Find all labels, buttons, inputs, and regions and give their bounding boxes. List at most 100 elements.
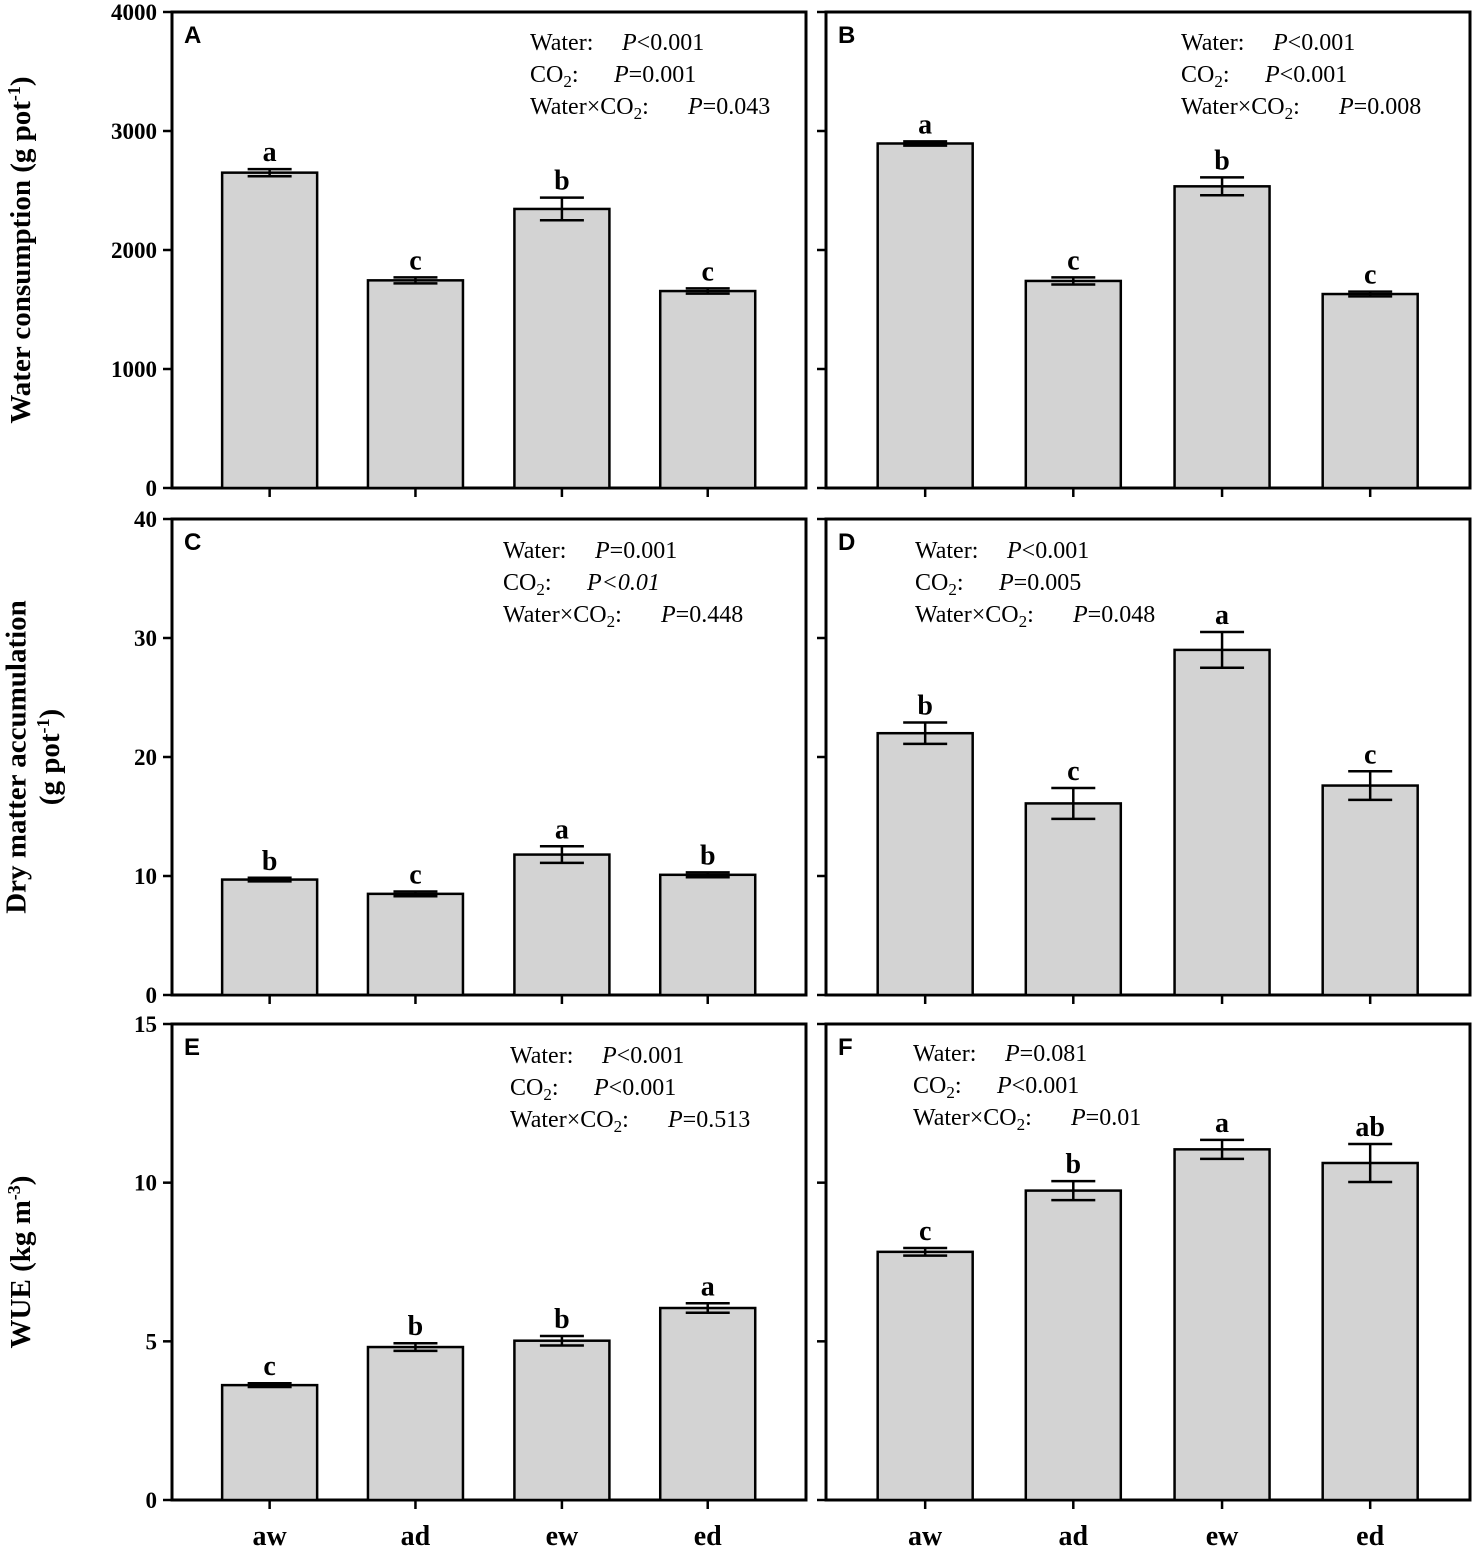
y-tick-label: 15 [134, 1012, 157, 1037]
significance-letter: c [1364, 739, 1376, 770]
bar-ad [366, 892, 465, 997]
stat-name-colon: : [622, 1107, 629, 1133]
stat-p: P [601, 1043, 617, 1069]
stat-name-subscript: 2 [1017, 1115, 1026, 1134]
error-bar [903, 721, 948, 746]
stat-line: CO2: P<0.001 [510, 1075, 676, 1104]
significance-letter: a [918, 109, 932, 140]
error-bar [539, 196, 584, 222]
bar-aw [220, 171, 319, 490]
stat-name-colon: : [572, 62, 579, 88]
y-axis-title-close: ) [34, 709, 66, 719]
stat-name-colon: : [1223, 62, 1230, 88]
panel-label: A [184, 22, 201, 49]
stat-name-subscript: 2 [563, 72, 572, 91]
stat-name: Water×CO [1181, 94, 1285, 120]
stat-value: =0.081 [1020, 1041, 1088, 1067]
stat-name: Water×CO [503, 602, 607, 628]
y-axis-title-line2: (g pot [34, 733, 66, 805]
y-axis-title-superscript: -1 [4, 86, 24, 101]
stat-line: Water×CO2: P=0.008 [1181, 94, 1421, 123]
stat-p: P [613, 62, 629, 88]
stat-name-subscript: 2 [1285, 104, 1294, 123]
y-tick-label: 1000 [111, 357, 157, 382]
y-axis-title-close: ) [5, 1176, 37, 1186]
bar-aw [876, 142, 974, 490]
stat-line: Water×CO2: P=0.01 [913, 1105, 1141, 1134]
stat-line: Water: P=0.081 [913, 1041, 1087, 1067]
stat-value: <0.001 [617, 1043, 685, 1069]
stat-name: CO [1181, 62, 1214, 88]
stat-name-colon: : [545, 570, 552, 596]
stat-name-subscript: 2 [607, 612, 616, 631]
significance-letter: b [917, 690, 933, 721]
error-bar [1200, 176, 1245, 197]
stat-name-subscript: 2 [1214, 72, 1223, 91]
stat-name-colon: : [615, 602, 622, 628]
stat-line: CO2: P<0.001 [913, 1073, 1079, 1102]
y-tick-label: 40 [134, 507, 157, 532]
stat-value: =0.001 [629, 62, 697, 88]
significance-letter: b [1214, 145, 1230, 176]
bar-aw [876, 1250, 974, 1502]
stat-value: =0.005 [1014, 570, 1082, 596]
stat-p: P [687, 94, 703, 120]
error-bar [903, 1246, 948, 1257]
panel-label: F [838, 1034, 853, 1061]
stat-name-subscript: 2 [634, 104, 643, 123]
stat-value: <0.001 [637, 30, 705, 56]
panel-label: B [838, 22, 855, 49]
bar-ed [1321, 292, 1419, 490]
stat-value: <0.001 [1288, 30, 1356, 56]
stat-p: P [594, 538, 610, 564]
bar-ad [366, 1345, 465, 1502]
stat-value: =0.448 [676, 602, 744, 628]
stat-line: Water: P=0.001 [503, 538, 677, 564]
stat-name: Water: [1181, 30, 1244, 56]
y-axis-title-superscript: -1 [33, 718, 53, 733]
significance-letter: a [701, 1271, 715, 1302]
stat-p: P [593, 1075, 609, 1101]
stat-name-subscript: 2 [614, 1117, 623, 1136]
significance-letter: b [1066, 1149, 1082, 1180]
stat-name-subscript: 2 [1019, 612, 1028, 631]
stat-name: CO [503, 570, 536, 596]
stat-value: =0.048 [1088, 602, 1156, 628]
significance-letter: c [702, 256, 714, 287]
bar-ed [658, 289, 757, 490]
error-bar [247, 876, 292, 883]
plot-frame [170, 1022, 808, 1502]
error-bar [393, 890, 438, 898]
x-category-label: aw [908, 1521, 943, 1549]
stat-value: <0.001 [1012, 1073, 1080, 1099]
stat-name-colon: : [1025, 1105, 1032, 1131]
significance-letter: c [919, 1216, 931, 1247]
error-bar [393, 276, 438, 285]
y-axis-title-main: Water consumption (g pot [5, 101, 37, 424]
stat-line: CO2: P<0.001 [1181, 62, 1347, 91]
significance-letter: a [555, 814, 569, 845]
stat-value: <0.001 [1022, 538, 1090, 564]
x-category-label: ed [1356, 1521, 1384, 1549]
stat-value: <0.01 [602, 570, 660, 596]
panel-label: D [838, 529, 855, 556]
bar-ed [1321, 1161, 1419, 1502]
x-category-label: ew [546, 1521, 579, 1549]
stat-name-subscript: 2 [536, 580, 545, 599]
error-bar [247, 167, 292, 178]
stat-name: Water×CO [530, 94, 634, 120]
bar-ew [513, 207, 611, 490]
stat-name: CO [530, 62, 563, 88]
error-bar [1348, 1142, 1393, 1184]
error-bar [1051, 1179, 1096, 1202]
bar-ed [658, 1306, 757, 1502]
stat-value: =0.01 [1086, 1105, 1142, 1131]
stat-p: P [667, 1107, 683, 1133]
y-axis-title: Water consumption (g pot-1) [4, 76, 37, 423]
bar-aw [876, 731, 974, 997]
